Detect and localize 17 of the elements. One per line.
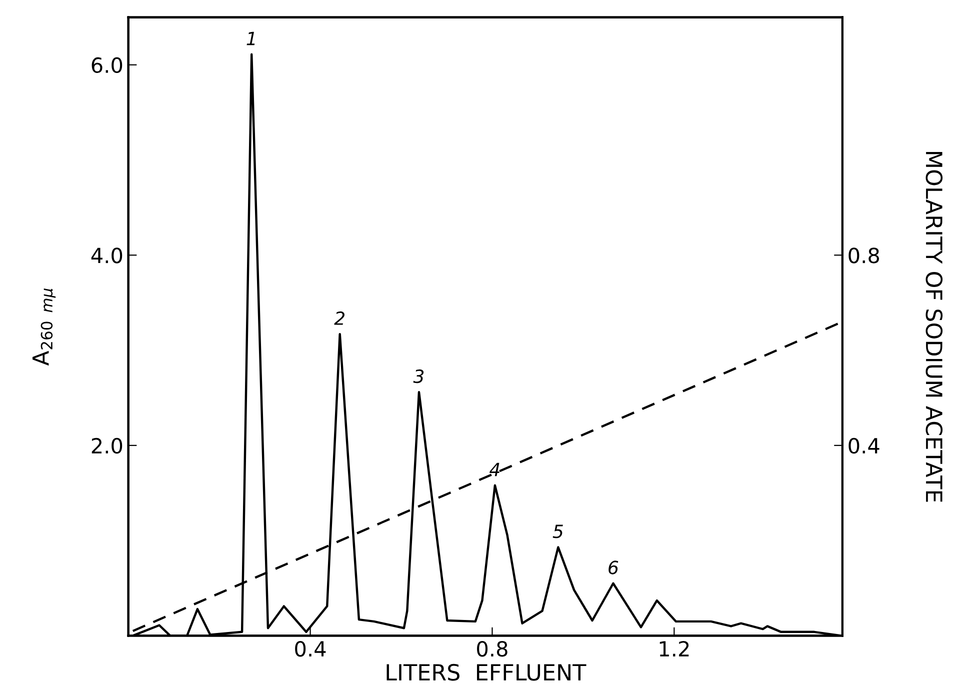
annotation: 6 [608,560,618,574]
annotation: 1 [246,32,255,46]
annotation: 4 [490,462,500,476]
y-tick-label: 4.0 [91,248,122,264]
x-tick-label: 0.8 [477,640,508,657]
x-axis-title: LITERS EFFLUENT [386,664,586,681]
x-tick-label: 1.2 [660,640,689,656]
annotation: 2 [334,311,344,325]
y-tick-label: 2.0 [92,438,122,454]
annotation: 3 [413,369,424,384]
annotation: 5 [552,524,563,538]
y2-axis-title: MOLARITY OF SODIUM ACETATE [926,152,943,502]
y-axis-title: A$_{260 mμ}$ [32,288,56,366]
y2-tick-label: 0.8 [848,248,880,264]
x-tick-label: 0.4 [295,640,326,657]
y2-tick-label: 0.4 [848,438,880,454]
y-tick-label: 6.0 [92,57,122,74]
